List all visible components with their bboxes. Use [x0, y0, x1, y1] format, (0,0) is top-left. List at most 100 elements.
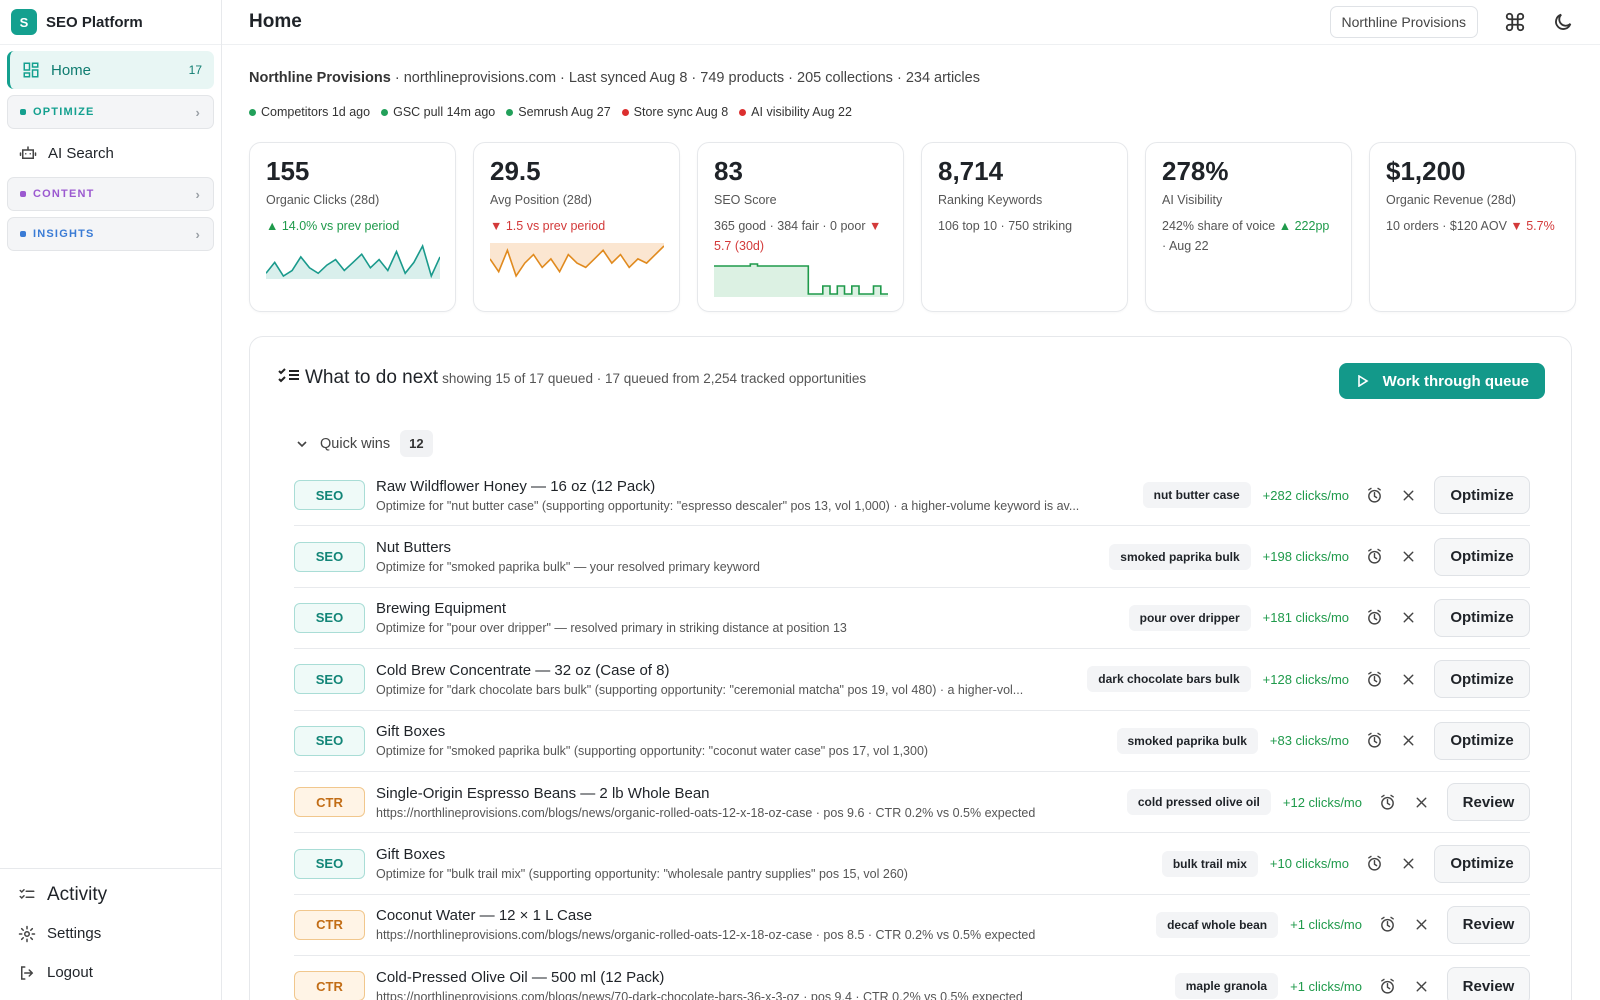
dismiss-icon[interactable]: [1413, 916, 1430, 933]
summary-details: · northlineprovisions.com · Last synced …: [394, 70, 980, 86]
sparkline-line: [266, 243, 440, 279]
snooze-icon-path: [1368, 548, 1381, 564]
dismiss-icon-path: [1403, 858, 1414, 869]
row-title: Cold Brew Concentrate — 32 oz (Case of 8…: [376, 661, 670, 679]
nav-item[interactable]: INSIGHTS ›: [7, 217, 214, 251]
queue-button[interactable]: Work through queue: [1338, 363, 1545, 399]
row-gain: +1 clicks/mo: [1290, 978, 1362, 994]
status-label: Semrush Aug 27: [518, 105, 611, 119]
status-list: Competitors 1d ago GSC pull 14m ago Semrus…: [249, 105, 863, 119]
theme-icon[interactable]: [1552, 11, 1574, 33]
group-header[interactable]: Quick wins 12: [296, 430, 433, 457]
brand-name: SEO Platform: [46, 13, 143, 31]
row-action[interactable]: Optimize: [1434, 598, 1530, 637]
snooze-icon[interactable]: [1366, 671, 1383, 688]
status-label: Competitors 1d ago: [261, 105, 371, 119]
row-keyword: cold pressed olive oil: [1126, 789, 1271, 816]
footer-item[interactable]: Settings: [0, 914, 221, 953]
nav-item[interactable]: OPTIMIZE ›: [7, 95, 214, 129]
kpi-detail: ▼ 1.5 vs prev period: [490, 216, 663, 236]
row-keyword: bulk trail mix: [1161, 850, 1258, 877]
page-title: Home: [249, 11, 302, 32]
footer-icon: [18, 925, 36, 942]
kpi-detail: 10 orders · $120 AOV ▼ 5.7%: [1386, 216, 1559, 236]
kpi-value: $1,200: [1386, 156, 1466, 186]
row-tag: CTR: [294, 909, 365, 940]
row-action[interactable]: Review: [1447, 783, 1530, 822]
queue-icon: [278, 368, 299, 383]
footer-icon-path: [21, 965, 34, 980]
snooze-icon-path: [1381, 978, 1394, 994]
status-dot: [621, 108, 629, 116]
row-action[interactable]: Optimize: [1434, 537, 1530, 576]
status: Competitors 1d ago: [249, 105, 370, 119]
footer-label: Settings: [47, 925, 102, 942]
snooze-icon[interactable]: [1379, 978, 1396, 995]
footer-item[interactable]: Logout: [0, 953, 221, 992]
dismiss-icon[interactable]: [1413, 794, 1430, 811]
sparkline: [714, 263, 888, 297]
row-action[interactable]: Optimize: [1434, 476, 1530, 515]
dismiss-icon-path: [1416, 919, 1427, 930]
row-title: Single-Origin Espresso Beans — 2 lb Whol…: [376, 784, 710, 802]
snooze-icon[interactable]: [1379, 794, 1396, 811]
row-action[interactable]: Optimize: [1434, 721, 1530, 760]
queue-subtitle: showing 15 of 17 queued · 17 queued from…: [442, 371, 867, 386]
row-text: Brewing Equipment Optimize for "pour over…: [376, 600, 1117, 635]
kpi-detail-text: 106 top 10 · 750 striking: [938, 219, 1073, 233]
row-keyword: smoked paprika bulk: [1116, 727, 1258, 754]
store-summary: Northline Provisions · northlineprovisio…: [249, 70, 980, 86]
kpi-label: Organic Revenue (28d): [1386, 193, 1516, 207]
store-switcher[interactable]: Northline Provisions: [1329, 6, 1478, 38]
group-dot: [20, 191, 26, 197]
kpi-label: Ranking Keywords: [938, 193, 1043, 207]
snooze-icon[interactable]: [1366, 855, 1383, 872]
nav-icon-path: [23, 62, 39, 78]
row-action[interactable]: Review: [1447, 905, 1530, 944]
snooze-icon-path: [1368, 671, 1381, 687]
footer-label: Logout: [47, 964, 93, 981]
nav-icon-path: [19, 146, 37, 159]
topbar: Home Northline Provisions: [222, 0, 1600, 45]
kpi-value: 278%: [1162, 156, 1229, 186]
kpi-card: 29.5 Avg Position (28d) ▼ 1.5 vs prev peri…: [473, 142, 680, 312]
snooze-icon[interactable]: [1366, 487, 1383, 504]
group-count: 12: [400, 430, 433, 457]
queue-card: What to do next showing 15 of 17 queued …: [249, 336, 1572, 1000]
dismiss-icon[interactable]: [1400, 671, 1417, 688]
nav-item[interactable]: Home 17: [7, 51, 214, 89]
kpi-card: 155 Organic Clicks (28d) ▲ 14.0% vs prev p…: [249, 142, 456, 312]
snooze-icon[interactable]: [1379, 916, 1396, 933]
snooze-icon[interactable]: [1366, 609, 1383, 626]
nav-item[interactable]: CONTENT ›: [7, 177, 214, 211]
command-icon[interactable]: [1504, 11, 1526, 33]
snooze-icon[interactable]: [1366, 732, 1383, 749]
dismiss-icon-path: [1403, 490, 1414, 501]
queue-button-label: Work through queue: [1382, 372, 1529, 390]
dismiss-icon-path: [1403, 735, 1414, 746]
queue-row: CTR Coconut Water — 12 × 1 L Case https://…: [294, 895, 1530, 957]
dismiss-icon[interactable]: [1413, 978, 1430, 995]
status-label: Store sync Aug 8: [633, 105, 729, 119]
row-text: Raw Wildflower Honey — 16 oz (12 Pack) Op…: [376, 478, 1131, 513]
snooze-icon[interactable]: [1366, 548, 1383, 565]
kpi-value: 8,714: [938, 156, 1004, 186]
nav-item[interactable]: AI Search: [7, 135, 214, 171]
queue-row: SEO Cold Brew Concentrate — 32 oz (Case o…: [294, 649, 1530, 711]
row-keyword: dark chocolate bars bulk: [1087, 666, 1251, 693]
dismiss-icon[interactable]: [1400, 609, 1417, 626]
dismiss-icon[interactable]: [1400, 487, 1417, 504]
row-action[interactable]: Optimize: [1434, 844, 1530, 883]
dismiss-icon[interactable]: [1400, 855, 1417, 872]
row-action[interactable]: Optimize: [1434, 660, 1530, 699]
row-desc: Optimize for "dark chocolate bars bulk" …: [376, 682, 1024, 697]
snooze-icon-path: [1381, 917, 1394, 933]
footer-item[interactable]: Activity: [0, 875, 221, 914]
footer-icon-path: [19, 888, 35, 899]
dismiss-icon[interactable]: [1400, 732, 1417, 749]
row-action[interactable]: Review: [1447, 967, 1530, 1000]
dismiss-icon[interactable]: [1400, 548, 1417, 565]
kpi-delta: ▼ 5.7%: [1510, 219, 1555, 233]
row-keyword: nut butter case: [1142, 482, 1251, 509]
